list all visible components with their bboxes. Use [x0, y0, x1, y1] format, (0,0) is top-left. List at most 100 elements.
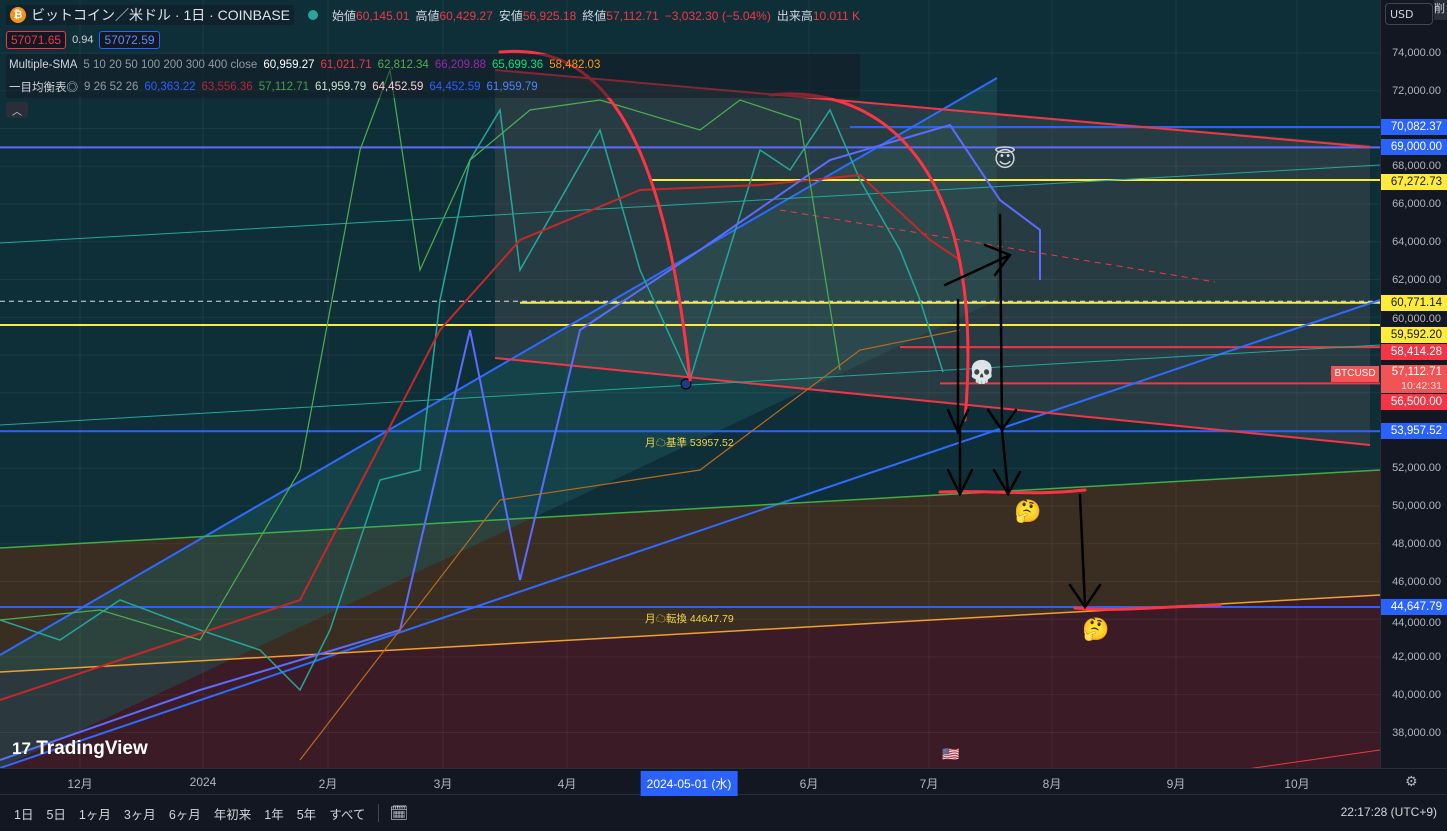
- uptrend-channel-fill: [0, 78, 997, 768]
- ohlc-label: 終値: [582, 8, 607, 23]
- arrow-drawing: [946, 428, 974, 497]
- indicator-value: 58,482.03: [549, 59, 601, 71]
- range-button[interactable]: 5年: [296, 807, 317, 822]
- price-tick: 38,000.00: [1392, 726, 1441, 739]
- change-value: −3,032.30 (−5.04%): [664, 8, 771, 23]
- downtrend-channel-fill: [495, 70, 1370, 445]
- bar-countdown: 10:42:31: [1401, 379, 1442, 392]
- symbol-title[interactable]: ₿ ビットコイン／米ドル · 1日 · COINBASE: [6, 5, 295, 25]
- last-price-label: 57,112.71 10:42:31: [1381, 364, 1447, 393]
- price-label: 58,414.28: [1381, 343, 1447, 360]
- arrow-drawing: [946, 298, 970, 436]
- bottom-toolbar: 1日 5日 1ヶ月 3ヶ月 6ヶ月 年初来 1年 5年 すべて 🗓 22:17:28 (UTC+9…: [0, 795, 1447, 831]
- indicator-value: 62,812.34: [377, 59, 429, 71]
- uptrend-top: [0, 77, 998, 656]
- bitcoin-icon: ₿: [10, 7, 26, 23]
- price-tick: 64,000.00: [1392, 235, 1441, 248]
- volume-label: 出来高: [776, 8, 813, 23]
- price-tick: 42,000.00: [1392, 651, 1441, 663]
- red-lower-line: [1250, 749, 1380, 768]
- annotation-tenkan: 月☁転換 44647.79: [645, 613, 734, 625]
- indicator-multiple-sma[interactable]: Multiple-SMA 5 10 20 50 100 200 300 400 c…: [6, 54, 861, 76]
- tradingview-logo[interactable]: 17 TradingView: [12, 738, 148, 759]
- ohlc-label: 始値: [332, 8, 357, 23]
- delete-button[interactable]: 削: [1434, 0, 1447, 20]
- chart-pane[interactable]: ₿ ビットコイン／米ドル · 1日 · COINBASE 始値60,145.01 高…: [0, 0, 1380, 768]
- range-button[interactable]: 1ヶ月: [78, 807, 111, 822]
- indicator-ichimoku[interactable]: 一目均衡表◎ 9 26 52 26 60,363.22 63,556.36 57,112…: [6, 76, 861, 98]
- ohlc-values: 始値60,145.01 高値60,429.27 安値56,925.18 終値57,11…: [332, 7, 860, 24]
- symbol-tag: BTCUSD: [1331, 366, 1379, 382]
- sell-price-button[interactable]: 57071.65: [6, 31, 67, 49]
- angel-emoji: 😇: [993, 147, 1017, 173]
- settings-gear-icon[interactable]: ⚙: [1405, 774, 1418, 790]
- currency-selector[interactable]: USD: [1385, 3, 1433, 25]
- price-label: 60,771.14: [1381, 294, 1447, 311]
- indicator-value: 65,699.36: [492, 59, 544, 71]
- range-button[interactable]: 5日: [46, 807, 66, 822]
- zone-red: [0, 595, 1380, 768]
- price-label: 69,000.00: [1381, 139, 1447, 156]
- arrow-drawing: [1068, 493, 1102, 610]
- indicator-value: 60,363.22: [144, 81, 196, 93]
- time-axis[interactable]: ⚙ 12月 2024 2月 3月 4月 6月 7月 8月 9月 10月 2024-05-01 (水): [0, 768, 1447, 796]
- range-button[interactable]: 6ヶ月: [168, 807, 201, 822]
- kijun-line: [0, 173, 961, 701]
- thinking-emoji: 🤔: [1014, 499, 1042, 525]
- price-tick: 60,000.00: [1392, 312, 1441, 325]
- price-tick: 44,000.00: [1392, 617, 1441, 630]
- ohlc-label: 安値: [498, 8, 523, 23]
- range-button[interactable]: すべて: [329, 807, 366, 822]
- lagging-span: [0, 67, 841, 641]
- teal-trendline: [0, 164, 1380, 244]
- ohlc-value: 60,429.27: [439, 8, 493, 23]
- arrow-drawing: [992, 428, 1022, 497]
- annotation-kijun: 月☁基準 53957.52: [645, 437, 734, 449]
- event-flag-icon[interactable]: 🇺🇸: [942, 747, 960, 763]
- indicator-value: 61,959.79: [486, 81, 538, 93]
- range-button[interactable]: 1年: [264, 807, 284, 822]
- range-button[interactable]: 1日: [14, 807, 34, 822]
- collapse-legend-button[interactable]: ︿: [6, 102, 28, 118]
- go-to-date-icon[interactable]: 🗓: [378, 804, 408, 822]
- price-label: 67,272.73: [1381, 174, 1447, 191]
- downtrend-bottom: [494, 357, 1371, 446]
- price-line: [0, 107, 944, 692]
- logo-text: TradingView: [36, 738, 148, 759]
- price-tick: 62,000.00: [1392, 273, 1441, 286]
- price-tick: 48,000.00: [1392, 537, 1441, 550]
- time-tick: 3月: [433, 777, 453, 791]
- time-tick: 4月: [557, 777, 577, 791]
- price-label: 56,500.00: [1381, 393, 1447, 410]
- range-button[interactable]: 年初来: [213, 807, 252, 822]
- skull-emoji: 💀: [968, 360, 996, 386]
- indicator-value: 61,021.71: [320, 59, 372, 71]
- market-status-icon[interactable]: [308, 10, 319, 20]
- indicator-params: 5 10 20 50 100 200 300 400 close: [83, 59, 258, 71]
- indicator-value: 57,112.71: [258, 81, 310, 93]
- price-label: 44,647.79: [1381, 599, 1447, 616]
- red-support-drawing-2: [1073, 603, 1222, 611]
- price-axis[interactable]: USD 削 74,000.00 72,000.00 68,000.00 66,000.…: [1380, 0, 1447, 768]
- time-tick: 9月: [1166, 777, 1186, 791]
- sma-400: [299, 329, 961, 761]
- time-tick: 6月: [799, 777, 819, 791]
- last-price-value: 57,112.71: [1391, 365, 1442, 378]
- price-tick: 40,000.00: [1392, 688, 1441, 701]
- price-tick: 46,000.00: [1392, 575, 1441, 588]
- indicator-name: 一目均衡表◎: [9, 82, 78, 94]
- clock[interactable]: 22:17:28 (UTC+9): [1340, 805, 1437, 819]
- time-tick: 8月: [1042, 777, 1062, 791]
- price-tick: 74,000.00: [1392, 47, 1441, 59]
- buy-price-button[interactable]: 57072.59: [99, 31, 160, 49]
- symbol-name: ビットコイン／米ドル · 1日 · COINBASE: [31, 7, 291, 23]
- green-trendline: [0, 469, 1380, 549]
- range-button[interactable]: 3ヶ月: [123, 807, 156, 822]
- uptrend-bottom: [0, 299, 1380, 768]
- chart-canvas[interactable]: [0, 0, 1380, 768]
- price-tick: 52,000.00: [1392, 462, 1441, 475]
- anchor-point: [680, 378, 692, 390]
- price-tick: 72,000.00: [1392, 84, 1441, 97]
- volume-value: 10.011 K: [812, 8, 861, 23]
- indicator-name: Multiple-SMA: [9, 59, 78, 71]
